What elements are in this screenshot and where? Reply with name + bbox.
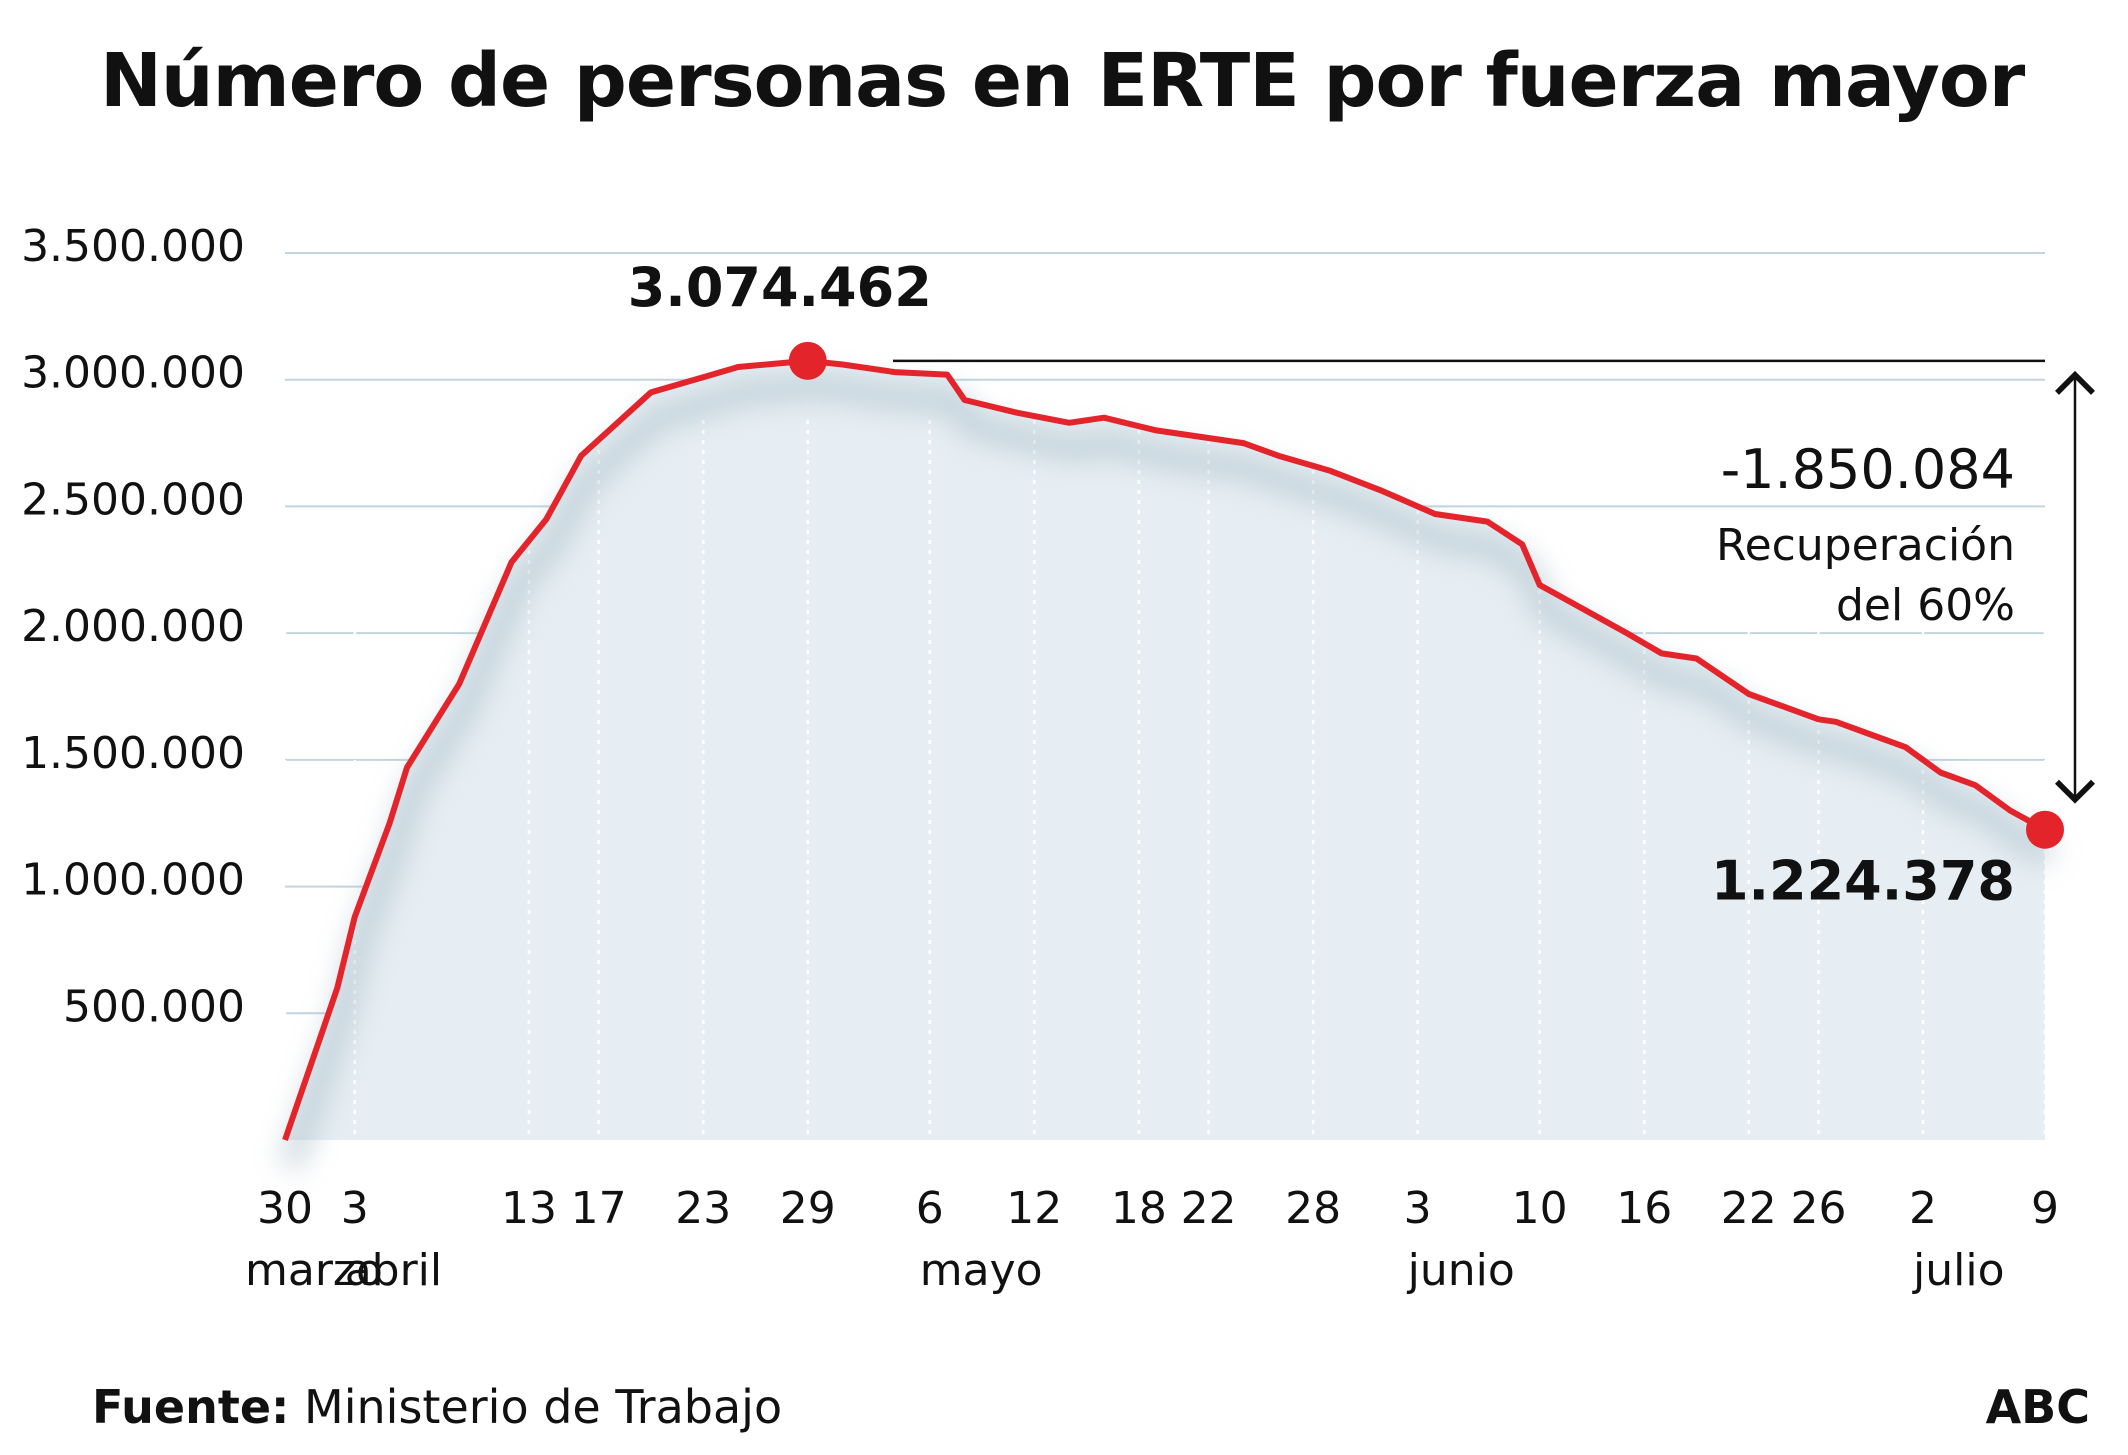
y-tick-label: 1.500.000 (21, 728, 245, 779)
source-note: Fuente: Ministerio de Trabajo (92, 1380, 782, 1434)
x-tick-label: 29 (780, 1183, 836, 1234)
x-tick-label: 22 (1181, 1183, 1237, 1234)
series-line (282, 357, 2047, 1141)
line-shadow (280, 375, 2057, 1170)
peak-value-label: 3.074.462 (628, 256, 932, 319)
y-tick-label: 1.000.000 (21, 855, 245, 906)
x-tick-label: 30 (257, 1183, 313, 1234)
x-month-label: marzo (245, 1245, 383, 1296)
y-tick-label: 500.000 (63, 981, 245, 1032)
x-month-label: mayo (920, 1245, 1043, 1296)
x-tick-label: 3 (341, 1183, 369, 1234)
x-month-label: julio (1912, 1245, 2004, 1296)
x-tick-label: 6 (916, 1183, 944, 1234)
x-tick-label: 17 (571, 1183, 627, 1234)
x-tick-label: 13 (501, 1183, 557, 1234)
y-tick-label: 3.500.000 (21, 221, 245, 272)
chart-title: Número de personas en ERTE por fuerza ma… (100, 38, 2025, 124)
source-label: Fuente: (92, 1380, 290, 1434)
x-tick-label: 26 (1790, 1183, 1846, 1234)
x-tick-label: 16 (1616, 1183, 1672, 1234)
last-marker (2026, 810, 2064, 849)
y-tick-label: 3.000.000 (21, 348, 245, 399)
x-tick-label: 3 (1404, 1183, 1432, 1234)
area-layer (280, 357, 2057, 1170)
x-tick-label: 10 (1512, 1183, 1568, 1234)
x-tick-label: 18 (1111, 1183, 1167, 1234)
x-tick-label: 2 (1909, 1183, 1937, 1234)
y-tick-label: 2.000.000 (21, 601, 245, 652)
peak-marker (788, 341, 827, 380)
area-fill (285, 360, 2045, 1140)
x-tick-label: 12 (1006, 1183, 1062, 1234)
brand-logo-text: ABC (1985, 1380, 2090, 1434)
last-value-label: 1.224.378 (1711, 850, 2015, 913)
y-tick-label: 2.500.000 (21, 474, 245, 525)
y-axis-labels: 500.000 1.000.000 1.500.000 2.000.000 2.500.… (21, 221, 245, 1032)
difference-value-label: -1.850.084 (1721, 438, 2015, 501)
x-tick-label: 28 (1285, 1183, 1341, 1234)
recovery-note-line2: del 60% (1836, 580, 2015, 631)
x-month-label: abril (345, 1245, 442, 1296)
x-month-label: junio (1407, 1245, 1515, 1296)
annotation-layer: 3.074.462 1.224.378 -1.850.084 Recuperación… (628, 256, 2095, 913)
x-tick-label: 23 (675, 1183, 731, 1234)
x-tick-label: 9 (2031, 1183, 2059, 1234)
source-value: Ministerio de Trabajo (304, 1380, 783, 1434)
x-tick-label: 22 (1721, 1183, 1777, 1234)
recovery-note-line1: Recuperación (1716, 520, 2015, 571)
